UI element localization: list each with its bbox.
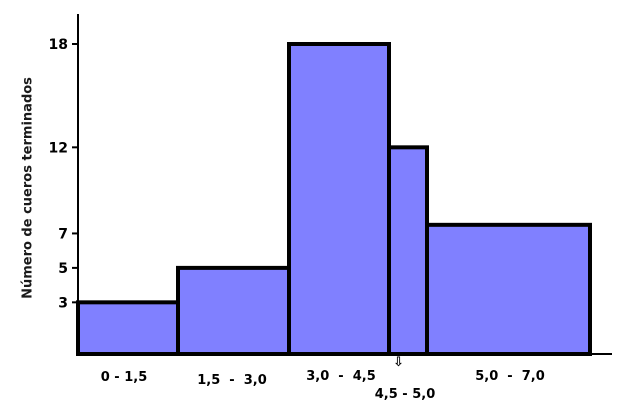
y-tick-label-5: 5 <box>58 261 68 277</box>
histogram-bar-5 <box>425 222 592 356</box>
y-tick-label-12: 12 <box>49 140 68 156</box>
x-tick-label-5: 5,0 - 7,0 <box>475 369 545 384</box>
y-tick-label-3: 3 <box>58 295 68 311</box>
histogram-bar-4 <box>387 145 429 356</box>
histogram-bar-3 <box>287 42 391 356</box>
x-tick-label-3: 3,0 - 4,5 <box>306 369 376 384</box>
y-tick-label-18: 18 <box>49 37 68 53</box>
x-tick-label-2: 1,5 - 3,0 <box>197 373 267 388</box>
x-tick-label-1: 0 - 1,5 <box>101 370 148 385</box>
histogram-bar-2 <box>176 265 291 356</box>
x-tick-label-4: 4,5 - 5,0 <box>375 387 436 402</box>
down-arrow-icon: ⇩ <box>393 355 404 370</box>
histogram-bar-1 <box>76 300 180 357</box>
y-tick-label-7: 7 <box>58 226 68 242</box>
